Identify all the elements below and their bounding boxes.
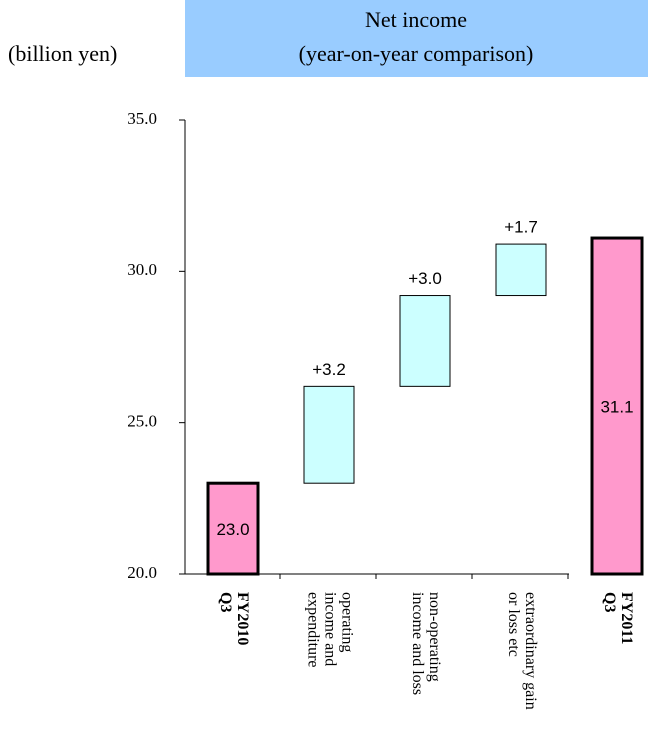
- y-tick-label: 20.0: [127, 563, 157, 582]
- x-tick-label: expenditure: [304, 592, 321, 668]
- bar: [590, 236, 644, 576]
- bar: [206, 481, 260, 576]
- bar: [303, 385, 355, 484]
- y-tick-label: 25.0: [127, 412, 157, 431]
- value-label: +3.2: [312, 360, 346, 379]
- x-tick-label: income and loss: [409, 592, 426, 695]
- x-tick-label: FY2010: [234, 592, 251, 645]
- y-tick-label: 35.0: [127, 109, 157, 128]
- x-tick-label: Q3: [601, 592, 618, 612]
- value-label: +3.0: [408, 269, 442, 288]
- value-label: 31.1: [600, 398, 633, 417]
- x-tick-label: income and: [321, 592, 338, 666]
- title-box: [185, 0, 648, 77]
- chart-title: (year-on-year comparison): [299, 41, 534, 66]
- y-tick-label: 30.0: [127, 260, 157, 279]
- x-tick-label: or loss etc: [505, 592, 522, 657]
- x-tick-label: Q3: [217, 592, 234, 612]
- x-tick-label: operating: [338, 592, 355, 652]
- chart-title: Net income: [365, 7, 467, 32]
- x-tick-label: non-operating: [426, 592, 443, 682]
- value-label: +1.7: [504, 218, 538, 237]
- bar: [495, 243, 547, 297]
- x-tick-label: extraordinary gain: [522, 592, 539, 710]
- y-axis-label: (billion yen): [8, 41, 117, 66]
- x-tick-label: FY2011: [618, 592, 635, 644]
- bar: [399, 295, 451, 387]
- value-label: 23.0: [216, 520, 249, 539]
